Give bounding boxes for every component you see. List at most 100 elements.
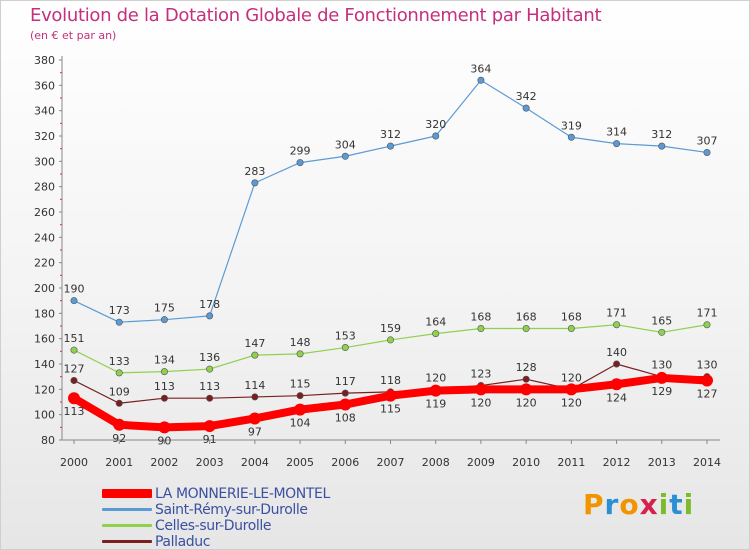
y-tick-label: 80 [41,434,55,447]
y-tick-label: 240 [34,231,55,244]
data-point-2 [296,350,304,358]
data-point-2 [613,321,621,329]
x-tick-label: 2010 [512,456,540,469]
x-tick-label: 2004 [241,456,269,469]
data-label-0: 120 [561,396,582,409]
logo-letter-p: P [583,488,605,521]
y-tick-label: 140 [34,358,55,371]
data-point-2 [567,325,575,333]
data-point-2 [432,330,440,338]
x-tick-label: 2003 [196,456,224,469]
data-label-3: 113 [199,380,220,393]
logo-letter-o: o [619,488,640,521]
data-label-0: 115 [380,403,401,416]
x-tick-label: 2014 [693,456,721,469]
data-point-3 [613,360,621,368]
data-label-3: 123 [470,368,491,381]
x-tick-label: 2006 [331,456,359,469]
data-label-1: 299 [290,145,311,158]
data-label-1: 364 [470,62,491,75]
y-tick-label: 380 [34,54,55,67]
data-label-0: 129 [651,385,672,398]
data-label-3: 117 [335,375,356,388]
data-label-3: 140 [606,346,627,359]
data-point-1 [477,76,485,84]
data-label-3: 127 [64,362,85,375]
data-point-0 [158,421,171,434]
logo-letter-x: x [639,488,659,521]
series-line-1 [73,79,708,323]
data-label-1: 319 [561,119,582,132]
data-point-1 [522,104,530,112]
data-point-2 [115,369,123,377]
data-label-1: 304 [335,138,356,151]
data-label-2: 159 [380,322,401,335]
data-label-1: 314 [606,126,627,139]
legend-swatch-saint-remy [102,508,152,511]
data-label-2: 168 [516,311,537,324]
data-point-1 [386,142,394,150]
data-label-3: 113 [154,380,175,393]
data-point-1 [206,312,214,320]
data-label-1: 175 [154,302,175,315]
data-point-2 [341,344,349,352]
y-tick-label: 340 [34,105,55,118]
data-point-1 [658,142,666,150]
data-point-2 [251,351,259,359]
data-label-1: 190 [64,283,85,296]
data-label-0: 119 [425,398,446,411]
data-point-3 [251,393,259,401]
y-tick-label: 280 [34,181,55,194]
data-label-2: 153 [335,330,356,343]
chart-title: Evolution de la Dotation Globale de Fonc… [30,5,602,26]
data-label-3: 118 [380,374,401,387]
data-point-1 [432,132,440,140]
data-point-2 [70,346,78,354]
data-label-2: 165 [651,314,672,327]
data-point-1 [70,297,78,305]
data-point-3 [206,394,214,402]
y-tick-label: 200 [34,282,55,295]
data-label-0: 120 [516,396,537,409]
data-label-1: 312 [651,128,672,141]
data-label-0: 90 [157,434,171,447]
legend-swatch-monnerie [102,489,152,498]
data-point-0 [474,383,487,396]
data-point-2 [206,365,214,373]
data-label-0: 113 [64,405,85,418]
data-point-1 [703,148,711,156]
y-tick-label: 320 [34,130,55,143]
x-tick-label: 2009 [467,456,495,469]
proxiti-logo: Proxiti [583,488,694,521]
data-label-0: 97 [248,425,262,438]
data-label-3: 115 [290,378,311,391]
data-label-2: 151 [64,332,85,345]
x-tick-label: 2005 [286,456,314,469]
data-label-1: 307 [697,134,718,147]
data-label-3: 128 [516,361,537,374]
y-tick-label: 180 [34,307,55,320]
data-label-2: 133 [109,355,130,368]
data-label-2: 148 [290,336,311,349]
data-point-1 [160,316,168,324]
data-label-3: 114 [244,379,265,392]
data-point-0 [429,384,442,397]
legend-label-saint-remy: Saint-Rémy-sur-Durolle [155,502,308,518]
data-point-0 [68,392,80,405]
data-label-1: 342 [516,90,537,103]
x-tick-label: 2001 [105,456,133,469]
legend-swatch-celles [102,524,152,527]
data-point-1 [251,179,259,187]
data-point-3 [70,376,78,384]
data-point-1 [296,159,304,167]
data-point-0 [203,420,216,433]
x-tick-label: 2007 [377,456,405,469]
chart-subtitle: (en € et par an) [30,29,117,42]
logo-letter-r: r [604,488,620,521]
data-point-0 [701,374,713,387]
x-tick-label: 2012 [603,456,631,469]
data-point-0 [294,403,307,416]
data-label-2: 136 [199,351,220,364]
y-tick-label: 300 [34,155,55,168]
